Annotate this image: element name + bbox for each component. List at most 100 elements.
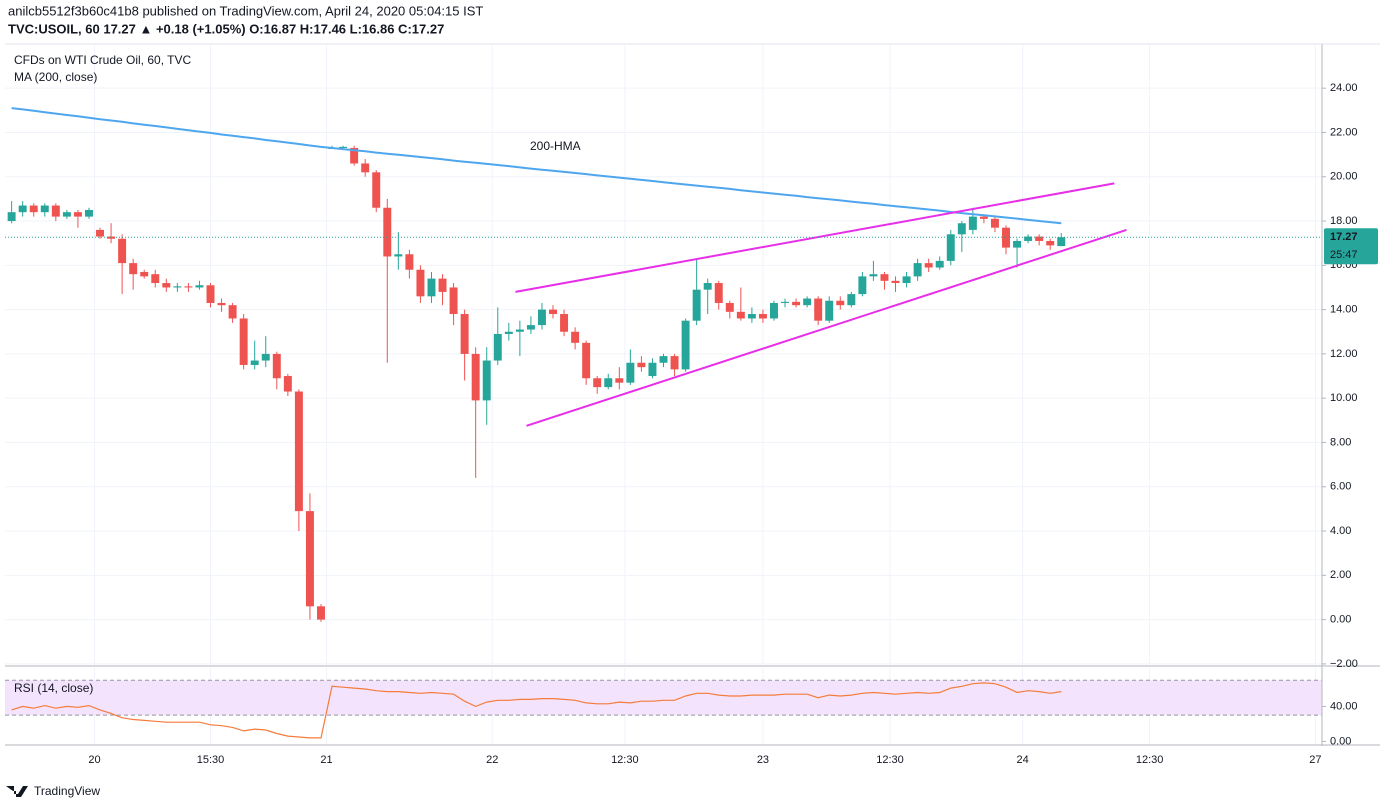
plot bbox=[5, 107, 1322, 739]
trendline bbox=[515, 182, 1115, 293]
candle-body bbox=[924, 263, 933, 268]
candle-body bbox=[1057, 237, 1066, 247]
candle-body bbox=[549, 309, 557, 315]
candle-body bbox=[151, 274, 160, 284]
candle-body bbox=[1046, 240, 1055, 246]
y-tick-label: 2.00 bbox=[1330, 569, 1351, 581]
x-tick-label: 12:30 bbox=[611, 754, 639, 766]
candle-body bbox=[902, 276, 911, 284]
candle-body bbox=[803, 298, 812, 306]
candle-body bbox=[350, 147, 359, 164]
candle-body bbox=[206, 285, 215, 303]
candle-body bbox=[195, 285, 204, 288]
y-tick-label: 6.00 bbox=[1330, 481, 1351, 493]
candle-body bbox=[792, 301, 801, 306]
candle-body bbox=[714, 283, 723, 303]
candle-body bbox=[515, 329, 524, 332]
candle-body bbox=[990, 218, 999, 228]
y-tick-label: 22.00 bbox=[1330, 126, 1358, 138]
candle-body bbox=[935, 260, 944, 268]
x-tick-label: 22 bbox=[486, 754, 498, 766]
candle-body bbox=[770, 302, 778, 319]
candle-body bbox=[272, 353, 281, 379]
y-tick-label: 8.00 bbox=[1330, 436, 1351, 448]
candle-body bbox=[571, 331, 580, 343]
candle-body bbox=[593, 378, 602, 388]
candle-body bbox=[416, 269, 425, 297]
candle-body bbox=[891, 280, 900, 284]
candle-body bbox=[383, 207, 392, 257]
y-tick-label: 14.00 bbox=[1330, 304, 1358, 316]
candle-body bbox=[184, 286, 193, 288]
candle-body bbox=[73, 212, 82, 217]
rsi-tick-label: 0.00 bbox=[1330, 735, 1351, 747]
y-tick-label: 12.00 bbox=[1330, 348, 1358, 360]
candle-body bbox=[747, 314, 756, 319]
candle-body bbox=[825, 300, 834, 321]
candle-body bbox=[1013, 240, 1022, 248]
tv-logo bbox=[6, 786, 28, 797]
candle-body bbox=[1024, 236, 1033, 241]
candle-body bbox=[471, 353, 480, 401]
symbol-line: TVC:USOIL, 60 17.27 ▲ +0.18 (+1.05%) O:1… bbox=[8, 21, 444, 36]
x-tick-label: 12:30 bbox=[1136, 754, 1164, 766]
candle-body bbox=[18, 205, 27, 213]
candle-body bbox=[394, 254, 403, 257]
candle-body bbox=[858, 276, 867, 295]
candle-body bbox=[372, 172, 381, 208]
last-price-box bbox=[1324, 228, 1378, 265]
candle-body bbox=[681, 320, 690, 370]
trendline bbox=[526, 228, 1127, 427]
candle-body bbox=[405, 254, 414, 270]
publish-line: anilcb5512f3b60c41b8 published on Tradin… bbox=[8, 3, 483, 18]
candle-body bbox=[946, 234, 955, 261]
candle-body bbox=[107, 236, 116, 239]
candle-body bbox=[913, 263, 922, 277]
last-price-label: 17.27 bbox=[1330, 231, 1358, 243]
brand: TradingView bbox=[34, 784, 100, 798]
candle-body bbox=[305, 511, 314, 607]
candle-body bbox=[40, 205, 49, 213]
candle-body bbox=[880, 274, 889, 281]
candle-body bbox=[250, 360, 259, 365]
candle-body bbox=[626, 362, 635, 383]
candle-body bbox=[836, 300, 845, 306]
candle-body bbox=[228, 305, 237, 319]
x-tick-label: 20 bbox=[88, 754, 100, 766]
candle-body bbox=[781, 301, 790, 303]
x-tick-label: 15:30 bbox=[197, 754, 225, 766]
candle-body bbox=[339, 146, 348, 148]
candle-body bbox=[869, 274, 878, 277]
x-tick-label: 27 bbox=[1309, 754, 1321, 766]
candle-body bbox=[736, 311, 745, 319]
candle-body bbox=[670, 356, 679, 370]
candle-body bbox=[482, 360, 491, 401]
candle-body bbox=[526, 325, 535, 330]
ma-line bbox=[11, 107, 1062, 225]
candle-body bbox=[361, 163, 370, 173]
y-tick-label: 4.00 bbox=[1330, 525, 1351, 537]
candle-body bbox=[217, 302, 226, 306]
candle-body bbox=[29, 205, 38, 213]
y-tick-label: 18.00 bbox=[1330, 215, 1358, 227]
candle-body bbox=[140, 271, 149, 277]
candle-body bbox=[438, 278, 447, 292]
candle-body bbox=[173, 286, 182, 288]
candle-body bbox=[460, 314, 469, 354]
candle-body bbox=[427, 278, 436, 297]
rsi-band bbox=[5, 680, 1322, 716]
candle-body bbox=[261, 353, 270, 361]
candle-body bbox=[162, 283, 171, 288]
candle-body bbox=[129, 263, 138, 275]
candle-body bbox=[51, 205, 60, 217]
candle-body bbox=[957, 223, 966, 235]
candle-body bbox=[96, 229, 104, 237]
grid bbox=[5, 45, 1322, 744]
candle-body bbox=[118, 238, 127, 264]
candle-body bbox=[560, 314, 569, 332]
candle-body bbox=[239, 318, 248, 365]
candle-body bbox=[725, 302, 734, 312]
ma-annotation: 200-HMA bbox=[530, 139, 581, 153]
candle-body bbox=[968, 216, 977, 230]
